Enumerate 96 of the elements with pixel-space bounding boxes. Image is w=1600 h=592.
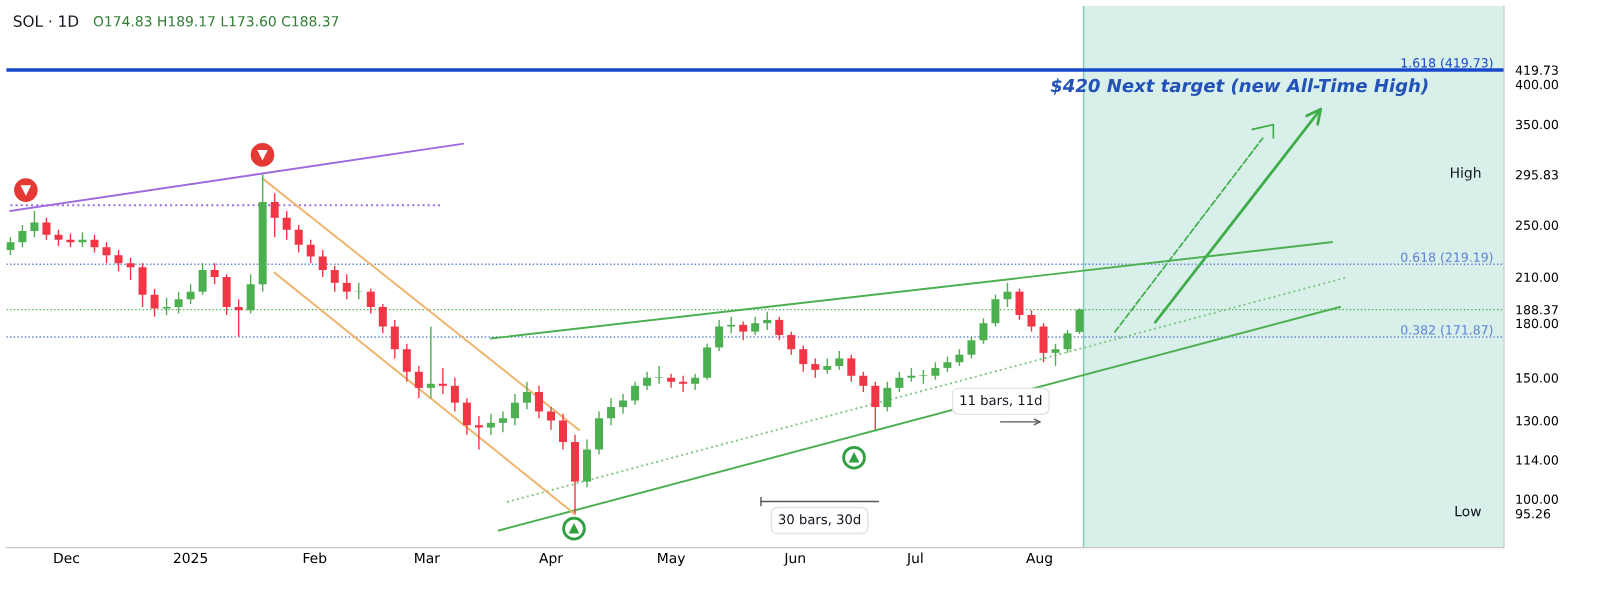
candlestick xyxy=(282,210,291,241)
candlestick xyxy=(1027,309,1036,333)
candlestick xyxy=(42,217,51,241)
candlestick xyxy=(450,377,459,413)
candlestick xyxy=(198,262,207,296)
candlestick xyxy=(342,273,351,300)
candlestick xyxy=(895,371,904,393)
candlestick xyxy=(522,381,531,410)
x-tick-label: Mar xyxy=(415,552,440,564)
y-tick-label: 210.00 xyxy=(1516,272,1559,283)
y-tick-label: 250.00 xyxy=(1516,220,1559,230)
candlestick xyxy=(498,410,507,433)
candlestick xyxy=(270,192,279,238)
candlestick xyxy=(859,371,868,393)
candlestick xyxy=(18,224,27,248)
candlestick xyxy=(751,315,760,336)
candlestick xyxy=(787,330,796,356)
candlestick xyxy=(715,319,724,352)
y-tick-label: 100.00 xyxy=(1516,494,1559,504)
candlestick xyxy=(763,311,772,331)
x-tick-label: Jul xyxy=(906,552,923,566)
candlestick xyxy=(1051,343,1060,367)
y-tick-label: 400.00 xyxy=(1515,79,1559,90)
candlestick xyxy=(883,381,892,413)
candlestick xyxy=(835,350,844,371)
annotation: Low xyxy=(1455,506,1481,517)
text: O174.83 H189.17 L173.60 C188.37 xyxy=(93,16,339,27)
x-tick-label: Jun xyxy=(783,552,805,566)
annotation: 11 bars, 11d xyxy=(960,394,1042,407)
annotation: High xyxy=(1450,167,1481,181)
y-tick-label: 180.00 xyxy=(1516,318,1559,329)
candlestick xyxy=(534,385,543,419)
candlestick xyxy=(102,241,111,264)
candlestick xyxy=(30,210,39,238)
candlestick xyxy=(414,365,423,400)
candlestick xyxy=(114,249,123,273)
x-tick-label: Aug xyxy=(1026,552,1052,566)
candlestick xyxy=(739,320,748,341)
y-tick-label: 188.37 xyxy=(1516,305,1558,315)
annotation: 30 bars, 30d xyxy=(778,514,861,526)
x-tick-label: Apr xyxy=(539,552,563,566)
candlestick xyxy=(318,249,327,278)
y-tick-label: 95.26 xyxy=(1515,508,1551,519)
candlestick xyxy=(546,406,555,431)
candlestick xyxy=(1015,288,1024,321)
candlestick xyxy=(775,315,784,341)
ref-line-label: 0.618 (219.19) xyxy=(1401,252,1493,264)
candlestick xyxy=(1003,282,1012,308)
y-tick-label: 150.00 xyxy=(1516,373,1559,383)
candlestick xyxy=(294,224,303,254)
candlestick xyxy=(655,365,664,385)
candlestick xyxy=(210,262,219,286)
x-tick-label: May xyxy=(658,552,686,566)
y-tick-label: 130.00 xyxy=(1516,416,1559,426)
candlestick xyxy=(150,288,159,318)
candlestick xyxy=(979,317,988,345)
y-tick-label: 350.00 xyxy=(1516,119,1559,130)
candlestick xyxy=(462,397,471,436)
y-tick-label: 114.00 xyxy=(1516,455,1559,465)
candlestick xyxy=(186,283,195,305)
candlestick xyxy=(378,303,387,335)
y-tick-label: 295.83 xyxy=(1516,170,1558,180)
candlestick xyxy=(402,343,411,383)
candlestick xyxy=(234,298,243,338)
candlestick xyxy=(967,336,976,360)
candlestick xyxy=(727,315,736,335)
candlestick xyxy=(631,381,640,406)
chart-title: SOL · 1D xyxy=(13,15,79,27)
candlestick xyxy=(679,375,688,393)
ref-line-label: 1.618 (419.73) xyxy=(1401,57,1493,70)
ref-line-label: 0.382 (171.87) xyxy=(1401,324,1493,337)
candlestick xyxy=(643,371,652,391)
candlestick xyxy=(619,393,628,415)
candlestick xyxy=(438,367,447,395)
candlestick xyxy=(366,288,375,315)
candlestick xyxy=(558,413,567,451)
candlestick xyxy=(306,238,315,264)
candlestick xyxy=(799,344,808,373)
candlestick xyxy=(510,393,519,426)
x-tick-label: Dec xyxy=(54,552,80,564)
candlestick xyxy=(847,354,856,383)
candlestick xyxy=(811,357,820,379)
candlestick xyxy=(426,325,435,400)
x-tick-label: Feb xyxy=(303,552,327,564)
candlestick xyxy=(871,381,880,431)
y-tick-label: 419.73 xyxy=(1515,65,1558,75)
candlestick xyxy=(126,257,135,281)
candlestick xyxy=(486,413,495,436)
candlestick xyxy=(667,373,676,389)
candlestick xyxy=(390,319,399,360)
x-tick-label: 2025 xyxy=(173,552,208,564)
candlestick xyxy=(691,373,700,391)
candlestick xyxy=(474,415,483,451)
candlestick xyxy=(1063,329,1072,354)
candlestick xyxy=(330,265,339,293)
candlestick xyxy=(607,397,616,426)
